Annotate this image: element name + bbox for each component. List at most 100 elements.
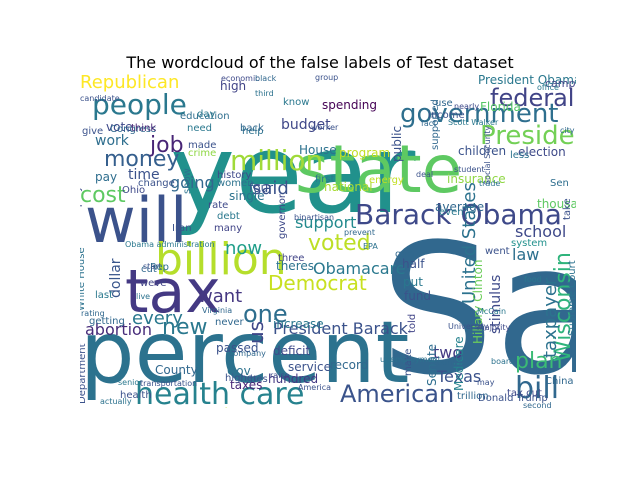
word-day: day [197,109,215,120]
word-election: election [518,145,566,159]
word-may: may [477,378,495,387]
word-gun: gun [395,249,414,260]
word-hundred: hundred [268,372,318,386]
word-every: every [132,308,183,329]
word-economic: economic [221,74,260,83]
word-trillion: trillion [457,391,489,402]
word-went: went [485,246,510,257]
word-senior: senior [118,378,143,387]
word-help: help [242,126,264,137]
word-new: new [162,315,207,340]
word-job: job [149,133,184,158]
word-year: year [170,110,416,238]
word-second: second [523,401,552,408]
word-half: half [402,257,425,271]
word-president: President [480,121,576,151]
word-supreme-court: Supreme Court [567,260,576,336]
word-single: single [229,189,265,203]
word-want: want [198,286,242,307]
word-actually: actually [100,397,132,406]
word-insurance: insurance [447,172,506,186]
word-million: million [230,144,323,177]
word-group: group [315,73,338,82]
word-tax: tax [125,257,221,327]
word-government: government [400,99,559,129]
word-epa: EPA [363,242,378,251]
word-china: China [545,376,574,387]
word-scott-walker: Scott Walker [448,118,499,127]
word-nearly: nearly [454,102,479,111]
word-many: many [214,223,242,234]
word-raise: raise [270,371,290,380]
word-barack-obama: Barack Obama [355,198,562,231]
word-cut: cut [141,264,157,275]
word-iran: Iran [172,223,192,234]
word-board: board [491,357,514,366]
word-cost: cost [80,183,126,208]
word-countries: countries [433,358,470,367]
word-campaign: campaign [545,77,576,90]
word-us: us [244,321,268,344]
word-start: start [143,262,162,271]
word-america: America [298,383,331,392]
word-abortion: abortion [85,320,152,339]
word-voted: voted [308,231,371,256]
word-plan: plan [515,349,563,374]
word-department: Department [80,343,88,404]
word-federal: federal [490,84,574,112]
word-made: made [188,140,216,151]
word-less: less [510,150,529,161]
word-hillary-clinton: Hillary Clinton [471,259,485,344]
word-supported: supported [430,99,441,150]
word-obama: Obama [215,406,258,408]
word-will: will [85,184,187,257]
word-dollar: dollar [108,258,124,298]
word-money: money [104,147,179,172]
word-fact: fact [421,119,436,128]
word-worker: worker [311,123,339,132]
chart-title: The wordcloud of the false labels of Tes… [126,53,514,72]
word-sen: Sen [550,178,569,189]
word-going: going [170,173,215,192]
word-time: time [128,167,160,183]
word-tax-cut: tax cut [507,388,542,399]
word-obama-administration: Obama administration [125,240,215,249]
word-change: change [138,178,175,189]
word-vote: vote [106,120,133,134]
word-democrat: Democrat [268,271,367,295]
word-county: County [155,363,198,377]
word-percent: percent [80,303,409,403]
word-taxes: taxes [230,378,262,392]
word-republican: Republican [80,72,179,93]
word-rate: rate [208,200,228,211]
word-work: work [95,133,130,149]
word-bill: bill [515,371,559,406]
word-texas: Texas [436,367,481,386]
word-support: support [295,213,356,232]
word-obamacare: Obamacare [313,259,406,278]
word-house: House [299,143,337,157]
word-food: food [524,275,542,284]
word-american: American [340,380,454,408]
word-think: think [131,123,156,134]
word-use: use [435,98,453,109]
word-program: program [339,146,390,160]
word-debt: debt [217,211,240,222]
word-university: University [448,322,489,331]
word-passed: passed [216,341,258,355]
word-mccain: McCain [477,307,506,316]
word-florida: Florida [480,100,521,114]
word-high: high [220,79,246,93]
word-company: company [229,349,266,358]
word-national: national [324,180,373,194]
word-history: history [217,170,251,181]
word-say: Say [380,206,576,408]
word-last: last [95,290,113,301]
word-back: back [240,123,264,134]
word-never: never [215,317,245,328]
word-medicare: Medicare [452,336,466,391]
word-deal: deal [416,170,433,179]
word-now: now [225,238,262,259]
